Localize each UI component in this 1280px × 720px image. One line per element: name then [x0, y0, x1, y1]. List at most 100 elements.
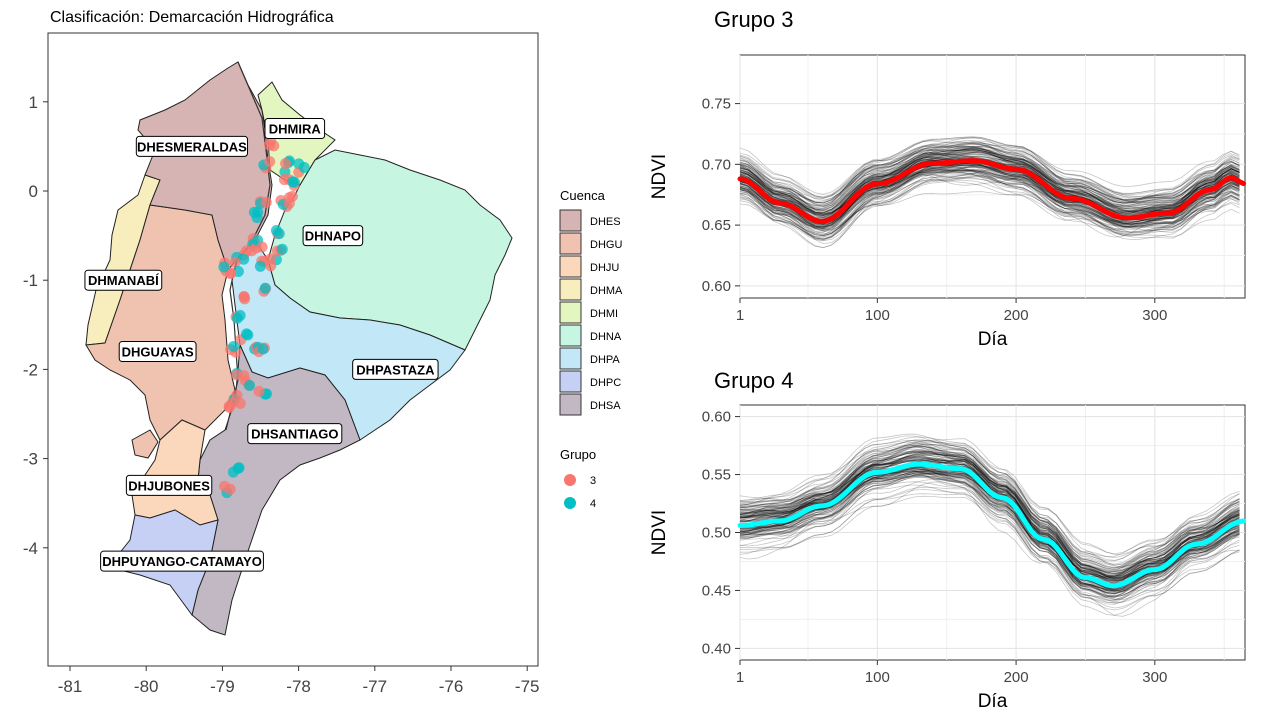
series-line	[740, 149, 1240, 205]
y-axis-label: NDVI	[649, 154, 670, 199]
series-line	[740, 168, 1240, 231]
series-line	[740, 472, 1240, 593]
series-line	[740, 164, 1240, 227]
legend-cuenca-swatch	[559, 209, 582, 232]
series-line	[740, 446, 1240, 574]
region-label: DHPASTAZA	[352, 358, 439, 380]
series-line	[740, 142, 1240, 199]
series-line	[740, 153, 1240, 216]
legend-cuenca-label: DHGU	[590, 239, 622, 251]
series-line	[740, 140, 1240, 207]
series-line	[740, 475, 1240, 605]
series-line	[740, 166, 1240, 228]
series-line	[740, 149, 1240, 215]
series-line	[740, 153, 1240, 215]
series-line	[740, 141, 1240, 204]
series-line	[740, 150, 1240, 213]
series-line	[740, 158, 1240, 226]
y-tick-label: 0.55	[702, 467, 731, 484]
legend-cuenca-label: DHSA	[590, 400, 621, 412]
series-line	[740, 481, 1240, 592]
point-grupo-3	[253, 385, 265, 397]
series-line	[740, 168, 1240, 229]
y-axis-label: NDVI	[649, 510, 670, 555]
chart-1: Grupo 3 1 100 200 300 0.60 0.65 0.70 0.75 Día NDVI	[649, 7, 1247, 350]
series-line	[740, 159, 1240, 226]
region-label-text: DHJUBONES	[128, 478, 210, 493]
series-line	[740, 493, 1240, 616]
series-line	[740, 155, 1240, 218]
series-line	[740, 449, 1240, 573]
x-tick-label: 1	[736, 669, 744, 686]
region-label-box	[84, 269, 163, 291]
legend-cuenca-label: DHPA	[590, 354, 620, 366]
region-label: DHGUAYAS	[118, 341, 197, 363]
x-axis: -81 -80 -79 -78 -77 -76 -75	[58, 666, 539, 696]
series-line	[740, 450, 1240, 578]
series-line	[740, 439, 1240, 578]
series-line	[740, 446, 1240, 569]
map-x-tick-label: -81	[58, 677, 83, 696]
series-line	[740, 467, 1240, 592]
x-tick-label: 200	[1004, 307, 1029, 324]
region-label-text: DHMIRA	[269, 122, 322, 137]
point-grupo-3	[239, 293, 251, 305]
series-line	[740, 477, 1240, 598]
series-line	[740, 169, 1240, 240]
series-line	[740, 165, 1240, 236]
series-line	[740, 144, 1240, 210]
series-line	[740, 458, 1240, 578]
series-line	[740, 174, 1240, 241]
series-line	[740, 144, 1240, 210]
region-label: DHJUBONES	[125, 474, 213, 496]
series-line	[740, 175, 1240, 235]
series-line	[740, 148, 1240, 207]
series-line	[740, 481, 1240, 617]
region-label-box	[100, 550, 264, 572]
legend-cuenca-label: DHPC	[590, 377, 621, 389]
region-label-text: DHSANTIAGO	[251, 427, 338, 442]
point-grupo-4	[288, 176, 300, 188]
series-line	[740, 471, 1240, 594]
series-line	[740, 165, 1240, 231]
legend-grupo-swatch	[564, 474, 576, 486]
point-grupo-3	[280, 158, 292, 170]
region-label-box	[125, 474, 213, 496]
y-tick-label: 0.75	[702, 96, 731, 113]
series-line	[740, 445, 1240, 572]
region-label-box	[264, 118, 326, 140]
map-y-tick-label: -2	[23, 360, 38, 379]
map-y-tick-label: -1	[23, 271, 38, 290]
series-line	[740, 456, 1240, 579]
series-line	[740, 471, 1240, 594]
series-line	[740, 148, 1240, 215]
series-line	[740, 478, 1240, 603]
series-line	[740, 152, 1240, 214]
series-line	[740, 441, 1240, 562]
y-tick-label: 0.50	[702, 525, 731, 542]
series-line	[740, 146, 1240, 212]
series-line	[740, 459, 1240, 591]
region-label-text: DHPUYANGO-CATAMAYO	[102, 554, 262, 569]
series-line	[740, 456, 1240, 580]
x-tick-label: 100	[865, 307, 890, 324]
series-line	[740, 464, 1240, 585]
series-line	[740, 164, 1240, 238]
x-axis-label: Día	[978, 691, 1008, 712]
series-line	[740, 174, 1240, 237]
series-line	[740, 447, 1240, 579]
legend-cuenca: Cuenca DHES DHGU DHJU DHMA DHMI DHNA DHPA DHPC D…	[559, 188, 623, 416]
series-line	[740, 168, 1240, 233]
series-line	[740, 136, 1240, 198]
region-label-box	[352, 358, 439, 380]
series-line	[740, 146, 1240, 215]
series-line	[740, 472, 1240, 595]
series-line	[740, 439, 1240, 559]
series-line	[740, 451, 1240, 574]
series-line	[740, 474, 1240, 595]
chart-panel	[739, 54, 1246, 299]
series-line	[740, 451, 1240, 575]
legend-cuenca-swatch	[559, 370, 582, 393]
series-line	[740, 170, 1240, 233]
point-grupo-4	[298, 161, 310, 173]
